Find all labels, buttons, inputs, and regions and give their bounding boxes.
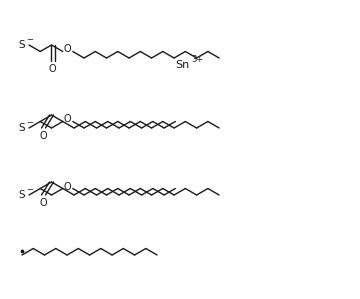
Text: O: O [40,131,47,141]
Text: S: S [18,40,24,50]
Text: 3+: 3+ [191,56,203,65]
Text: O: O [64,181,72,191]
Text: −: − [26,185,33,195]
Text: Sn: Sn [175,60,189,70]
Text: S: S [18,123,24,133]
Text: −: − [26,118,33,127]
Text: S: S [18,190,24,200]
Text: O: O [64,115,72,124]
Text: −: − [26,36,33,45]
Text: O: O [40,198,47,208]
Text: O: O [64,45,72,54]
Text: O: O [49,64,56,74]
